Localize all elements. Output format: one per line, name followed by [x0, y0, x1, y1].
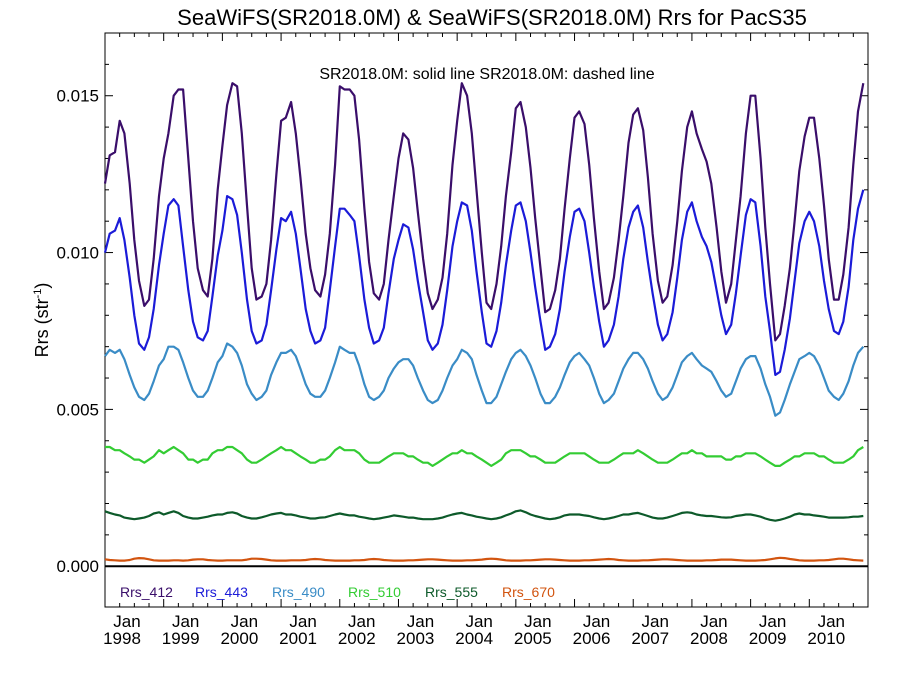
x-tick-month: Jan: [113, 612, 140, 631]
series-line-rrs-443: [103, 189, 865, 376]
x-tick-month: Jan: [818, 612, 845, 631]
y-tick-label: 0.000: [56, 557, 99, 576]
x-tick-month: Jan: [642, 612, 669, 631]
x-tick-year: 2000: [220, 629, 258, 648]
y-tick-label: 0.010: [56, 244, 99, 263]
x-tick-year: 2003: [397, 629, 435, 648]
x-tick-month: Jan: [231, 612, 258, 631]
series-line-rrs-510: [105, 445, 864, 467]
x-tick-year: 2009: [749, 629, 787, 648]
series-line-rrs-670: [104, 556, 864, 562]
series-lines: [103, 82, 865, 562]
x-tick-year: 2010: [807, 629, 845, 648]
y-axis-label: Rrs (str-1): [32, 283, 52, 358]
y-tick-label: 0.005: [56, 400, 99, 419]
legend-entry-rrs-555: Rrs_555: [425, 584, 478, 600]
x-tick-month: Jan: [759, 612, 786, 631]
x-tick-year: 2006: [573, 629, 611, 648]
legend-entry-rrs-510: Rrs_510: [348, 584, 401, 600]
series-line-rrs-412: [103, 82, 865, 342]
x-tick-month: Jan: [465, 612, 492, 631]
x-tick-month: Jan: [583, 612, 610, 631]
x-tick-year: 2007: [631, 629, 669, 648]
x-tick-month: Jan: [524, 612, 551, 631]
x-tick-year: 2005: [514, 629, 552, 648]
x-tick-year: 2008: [690, 629, 728, 648]
series-line-rrs-490: [104, 342, 865, 417]
y-axis-label-main: Rrs (str: [32, 298, 52, 357]
x-tick-month: Jan: [172, 612, 199, 631]
x-tick-month: Jan: [407, 612, 434, 631]
chart-title: SeaWiFS(SR2018.0M) & SeaWiFS(SR2018.0M) …: [177, 5, 807, 30]
y-tick-label: 0.015: [56, 87, 99, 106]
x-tick-year: 2002: [338, 629, 376, 648]
x-axis-ticks: Jan1998Jan1999Jan2000Jan2001Jan2002Jan20…: [103, 33, 854, 648]
y-axis-label-exponent: -1: [32, 289, 44, 299]
x-tick-year: 1999: [162, 629, 200, 648]
line-style-annotation: SR2018.0M: solid line SR2018.0M: dashed …: [319, 66, 654, 83]
x-tick-month: Jan: [289, 612, 316, 631]
x-tick-year: 2001: [279, 629, 317, 648]
plot-frame: [104, 32, 869, 608]
legend-entry-rrs-670: Rrs_670: [502, 584, 555, 600]
y-axis-label-close: ): [32, 283, 52, 289]
legend: Rrs_412 Rrs_443 Rrs_490 Rrs_510 Rrs_555 Rrs_6…: [120, 584, 555, 600]
legend-entry-rrs-443: Rrs_443: [195, 584, 248, 600]
series-line-rrs-555: [104, 509, 864, 522]
legend-entry-rrs-490: Rrs_490: [272, 584, 325, 600]
x-tick-month: Jan: [348, 612, 375, 631]
y-axis-ticks: 0.000 0.005 0.010 0.015: [56, 63, 868, 576]
x-tick-year: 1998: [103, 629, 141, 648]
x-tick-month: Jan: [700, 612, 727, 631]
x-tick-year: 2004: [455, 629, 493, 648]
legend-entry-rrs-412: Rrs_412: [120, 584, 173, 600]
